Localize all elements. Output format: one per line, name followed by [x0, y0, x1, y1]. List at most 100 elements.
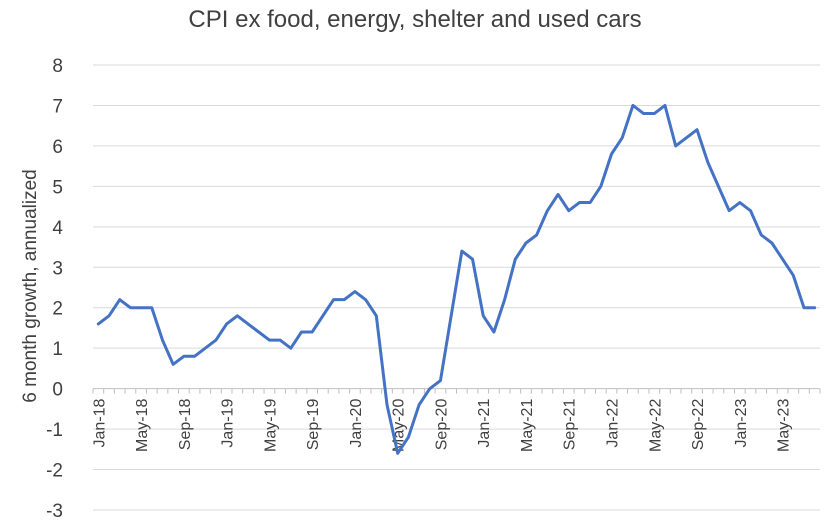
data-point	[492, 331, 495, 334]
data-point	[204, 347, 207, 350]
data-point	[610, 153, 613, 156]
data-point	[428, 387, 431, 390]
y-tick-label: 5	[52, 177, 63, 198]
data-point	[289, 347, 292, 350]
data-point	[578, 201, 581, 204]
data-point	[685, 136, 688, 139]
data-point	[247, 322, 250, 325]
y-tick-label: 0	[52, 380, 63, 401]
x-tick-label: Jan-20	[348, 399, 365, 448]
data-point	[118, 298, 121, 301]
data-point	[150, 306, 153, 309]
data-point	[236, 314, 239, 317]
data-point	[738, 201, 741, 204]
x-tick-label: Sep-20	[433, 399, 450, 451]
data-point	[332, 298, 335, 301]
y-tick-label: 1	[52, 339, 63, 360]
data-point	[129, 306, 132, 309]
x-tick-label: Jan-21	[476, 399, 493, 448]
data-point	[717, 185, 720, 188]
x-tick-label: Sep-22	[690, 399, 707, 451]
data-point	[225, 322, 228, 325]
y-tick-label: 8	[52, 56, 63, 77]
data-point	[813, 306, 816, 309]
data-point	[599, 185, 602, 188]
x-axis: Jan-18 May-18 Sep-18 Jan-19 May-19 Sep-19 Jan-…	[91, 388, 821, 452]
y-tick-label: 3	[52, 258, 63, 279]
data-point	[631, 104, 634, 107]
data-point	[482, 314, 485, 317]
data-point	[418, 403, 421, 406]
data-point	[792, 274, 795, 277]
data-point	[749, 209, 752, 212]
data-point	[375, 314, 378, 317]
data-point	[728, 209, 731, 212]
data-point	[642, 112, 645, 115]
y-tick-label: -1	[46, 420, 63, 441]
data-point	[696, 128, 699, 131]
x-tick-label: Sep-18	[177, 399, 194, 451]
x-tick-label: Sep-21	[562, 399, 579, 451]
data-point	[257, 331, 260, 334]
data-point	[108, 314, 111, 317]
data-point	[214, 339, 217, 342]
y-tick-label: -3	[46, 501, 63, 522]
y-tick-label: 2	[52, 299, 63, 320]
data-point	[364, 298, 367, 301]
gridlines	[93, 64, 820, 511]
data-point	[300, 331, 303, 334]
data-point	[674, 144, 677, 147]
x-tick-label: Jan-18	[91, 399, 108, 448]
y-tick-label: 7	[52, 96, 63, 117]
y-axis-label: 6 month growth, annualized	[20, 169, 41, 402]
data-point	[663, 104, 666, 107]
data-point	[557, 193, 560, 196]
y-tick-label: -2	[46, 461, 63, 482]
data-point	[567, 209, 570, 212]
data-point	[172, 363, 175, 366]
data-point	[621, 136, 624, 139]
y-axis: -3 -2 -1 0 1 2 3 4 5 6 7 8	[46, 56, 63, 522]
x-tick-label: Jan-23	[733, 399, 750, 448]
data-point	[535, 233, 538, 236]
data-point	[396, 452, 399, 455]
data-point	[343, 298, 346, 301]
data-point	[589, 201, 592, 204]
data-point	[193, 355, 196, 358]
data-point	[140, 306, 143, 309]
data-point	[706, 161, 709, 164]
data-point	[407, 436, 410, 439]
x-tick-label: May-19	[262, 399, 279, 452]
x-tick-label: May-23	[776, 399, 793, 452]
data-point	[546, 209, 549, 212]
x-tick-label: Jan-22	[605, 399, 622, 448]
data-point	[653, 112, 656, 115]
chart-title: CPI ex food, energy, shelter and used ca…	[188, 6, 641, 33]
data-point	[279, 339, 282, 342]
y-tick-label: 6	[52, 137, 63, 158]
data-point	[471, 258, 474, 261]
data-point	[182, 355, 185, 358]
data-point	[524, 242, 527, 245]
data-point	[503, 298, 506, 301]
y-tick-label: 4	[52, 218, 63, 239]
data-point	[161, 339, 164, 342]
data-point	[770, 242, 773, 245]
data-point	[781, 258, 784, 261]
data-point	[450, 314, 453, 317]
data-point	[353, 290, 356, 293]
data-point	[439, 379, 442, 382]
x-tick-label: May-22	[647, 399, 664, 452]
data-point	[386, 403, 389, 406]
series-layer	[96, 103, 817, 455]
data-point	[311, 331, 314, 334]
data-point	[460, 250, 463, 253]
data-point	[97, 322, 100, 325]
x-tick-label: May-18	[134, 399, 151, 452]
x-tick-label: May-21	[519, 399, 536, 452]
series-line	[96, 103, 817, 455]
data-point	[321, 314, 324, 317]
data-point	[802, 306, 805, 309]
x-tick-label: Jan-19	[220, 399, 237, 448]
